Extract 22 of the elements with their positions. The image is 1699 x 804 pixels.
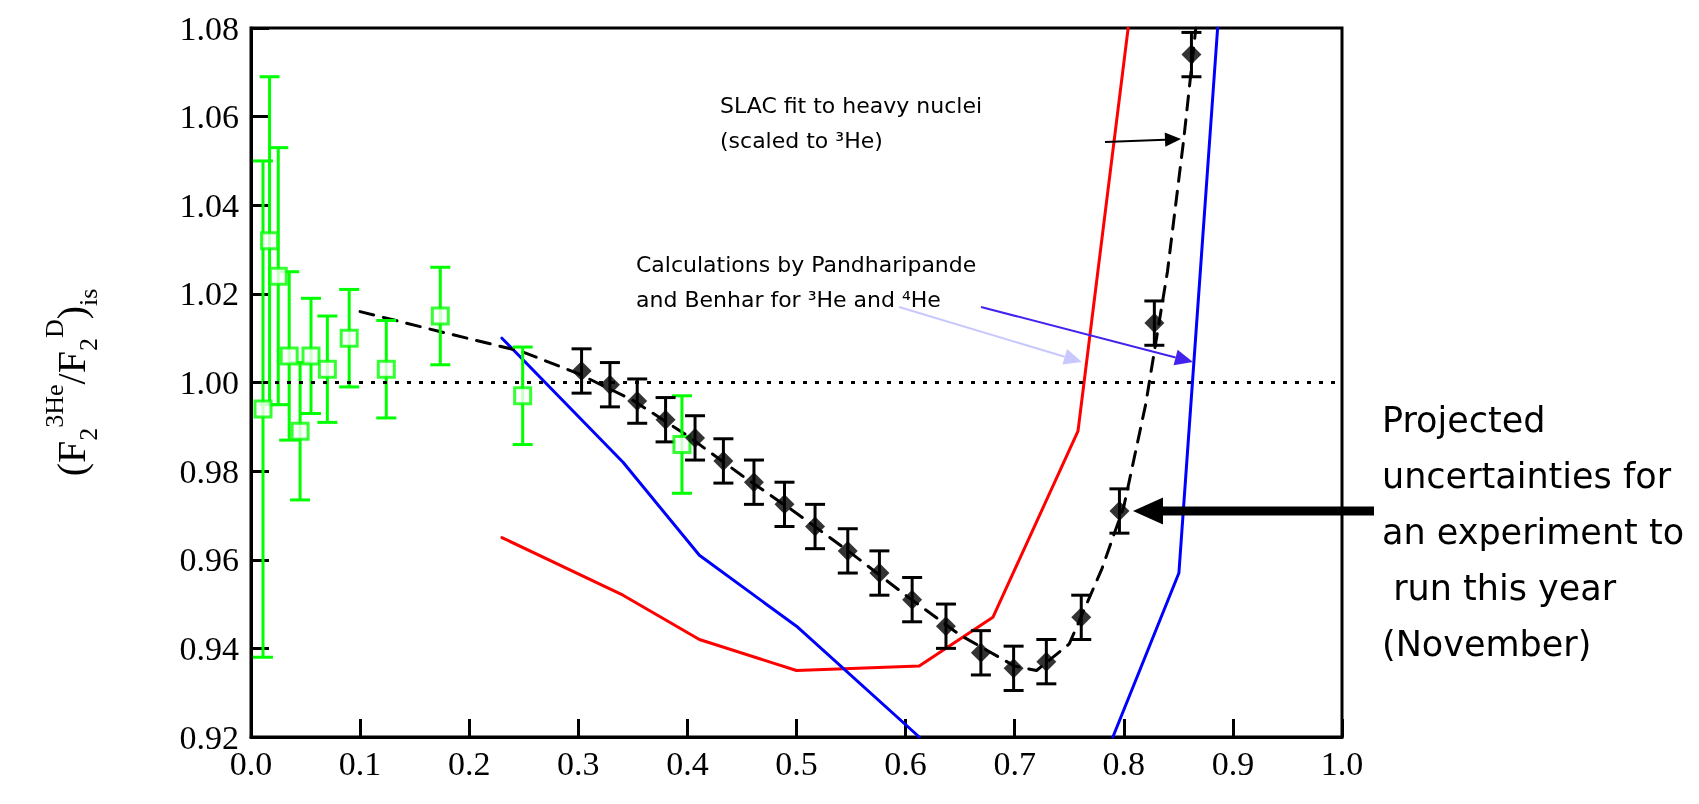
x-tick-label: 1.0: [1320, 744, 1364, 782]
x-tick-label: 0.2: [447, 744, 491, 782]
x-tick-label: 0.3: [557, 744, 600, 782]
y-tick-label: 1.04: [179, 186, 239, 224]
x-tick-label: 0.7: [993, 744, 1036, 782]
annotation: SLAC fit to heavy nuclei (scaled to ³He): [720, 93, 983, 154]
y-tick-label: 0.98: [179, 452, 239, 490]
y-tick-label: 0.96: [179, 541, 239, 579]
text: Projected uncertainties for an experiment to run this year (November): [1382, 400, 1685, 664]
annotation: Calculations by Pandharipande and Benhar for ³He and ⁴He: [636, 252, 977, 313]
x-tick-label: 0.1: [338, 744, 382, 782]
y-axis-title: (F23He/F2D)is: [39, 288, 103, 477]
y-tick-label: 1.00: [179, 364, 239, 402]
y-tick-label: 1.08: [179, 9, 239, 47]
x-tick-label: 0.8: [1102, 744, 1146, 782]
y-tick-label: 1.06: [179, 98, 239, 136]
x-tick-label: 0.9: [1211, 744, 1255, 782]
x-tick-label: 0.4: [666, 744, 709, 782]
y-tick-label: 0.94: [179, 629, 239, 667]
y-tick-label: 1.02: [179, 275, 239, 313]
x-tick-label: 0.6: [884, 744, 927, 782]
x-tick-label: 0.5: [775, 744, 818, 782]
